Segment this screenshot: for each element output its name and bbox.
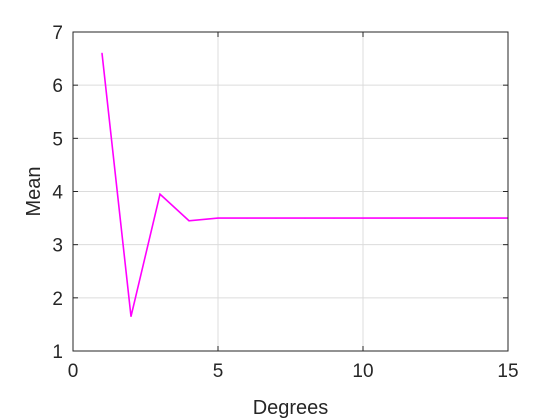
x-axis-label: Degrees <box>253 397 329 419</box>
data-point <box>478 217 480 219</box>
data-point <box>449 217 451 219</box>
y-tick-labels: 1 2 3 4 5 6 7 <box>52 23 63 363</box>
y-tick-label: 4 <box>52 183 63 204</box>
data-point <box>188 220 190 222</box>
data-point <box>101 52 103 54</box>
data-point <box>333 217 335 219</box>
data-point <box>217 217 219 219</box>
grid <box>73 32 508 351</box>
tick-marks <box>72 31 509 352</box>
x-tick-label: 5 <box>213 361 224 382</box>
y-tick-label: 5 <box>52 129 63 150</box>
x-tick-label: 10 <box>352 361 373 382</box>
y-tick-label: 2 <box>52 289 63 310</box>
data-point <box>246 217 248 219</box>
y-tick-label: 6 <box>52 76 63 97</box>
y-axis-label: Mean <box>23 166 45 216</box>
data-point <box>420 217 422 219</box>
x-tick-label: 0 <box>68 361 79 382</box>
y-tick-label: 1 <box>52 342 63 363</box>
data-point <box>130 315 132 318</box>
data-point <box>275 217 277 219</box>
y-tick-label: 3 <box>52 236 63 257</box>
x-tick-label: 15 <box>497 361 518 382</box>
data-point <box>304 217 306 219</box>
data-point <box>391 217 393 219</box>
data-point <box>362 217 364 219</box>
y-tick-label: 7 <box>52 23 63 44</box>
data-point <box>159 193 161 195</box>
x-tick-labels: 0 5 10 15 <box>68 361 519 382</box>
series-layer <box>101 52 509 318</box>
